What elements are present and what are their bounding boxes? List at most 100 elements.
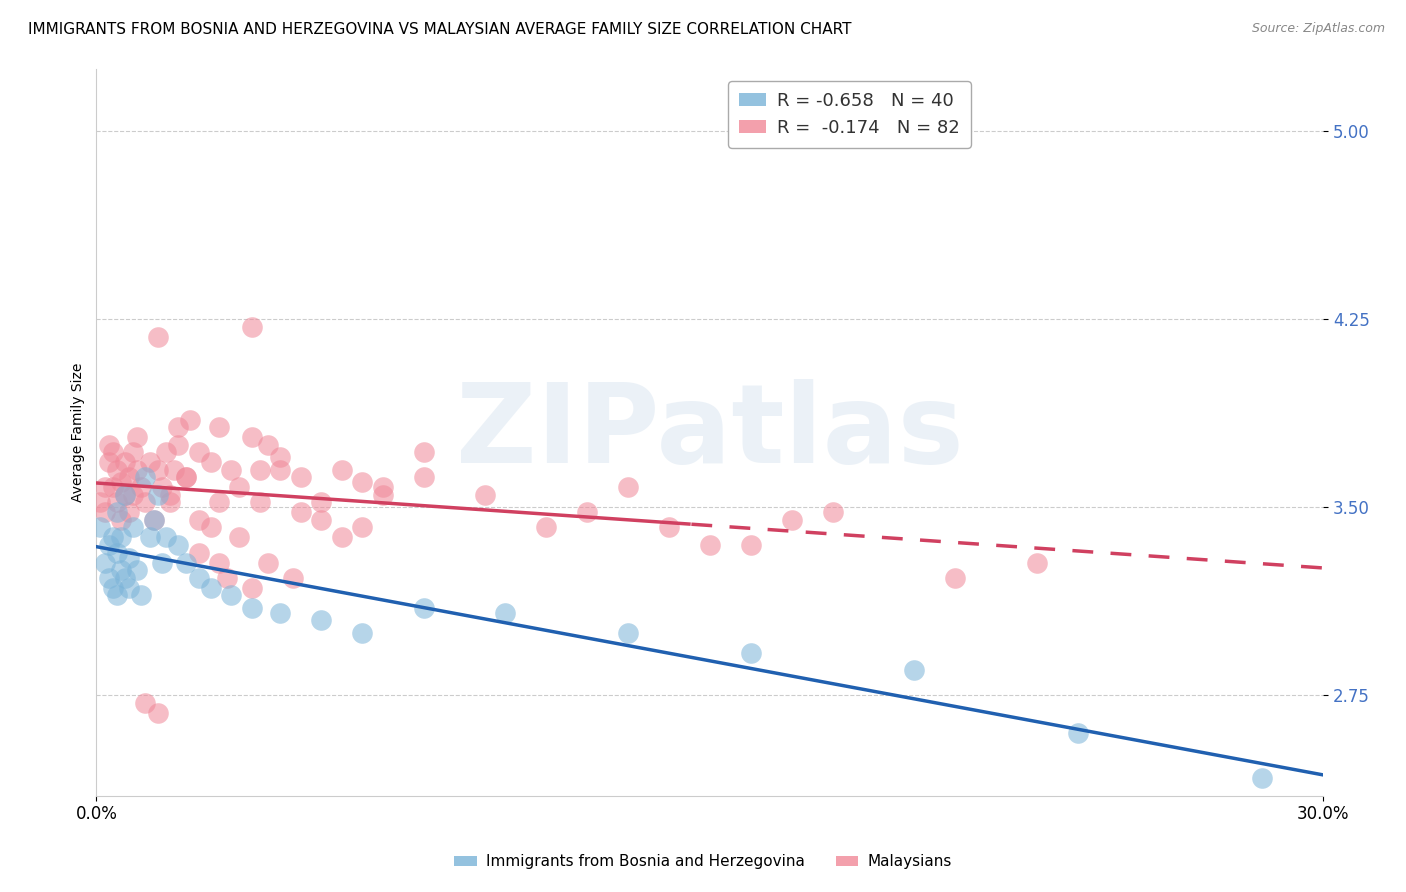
Point: [290, 505, 312, 519]
Point: [93, 556, 115, 570]
Point: [474, 488, 496, 502]
Point: [155, 531, 177, 545]
Point: [200, 455, 222, 469]
Text: ZIPatlas: ZIPatlas: [456, 378, 963, 485]
Point: [943, 571, 966, 585]
Point: [127, 563, 149, 577]
Point: [89, 495, 111, 509]
Point: [699, 538, 721, 552]
Point: [494, 606, 516, 620]
Point: [617, 625, 640, 640]
Point: [131, 588, 153, 602]
Point: [134, 495, 156, 509]
Point: [131, 480, 153, 494]
Point: [217, 571, 239, 585]
Point: [240, 600, 263, 615]
Point: [122, 520, 145, 534]
Point: [93, 505, 115, 519]
Point: [105, 495, 128, 509]
Point: [352, 520, 374, 534]
Point: [290, 470, 312, 484]
Point: [110, 513, 132, 527]
Point: [118, 505, 141, 519]
Point: [114, 455, 136, 469]
Point: [127, 463, 149, 477]
Point: [89, 520, 111, 534]
Legend: R = -0.658   N = 40, R =  -0.174   N = 82: R = -0.658 N = 40, R = -0.174 N = 82: [728, 81, 970, 148]
Point: [101, 581, 124, 595]
Point: [176, 470, 198, 484]
Point: [97, 455, 120, 469]
Point: [903, 664, 925, 678]
Point: [146, 330, 169, 344]
Point: [167, 538, 190, 552]
Point: [105, 588, 128, 602]
Point: [269, 450, 291, 465]
Point: [269, 463, 291, 477]
Point: [208, 556, 231, 570]
Point: [371, 488, 394, 502]
Point: [146, 463, 169, 477]
Point: [110, 531, 132, 545]
Point: [208, 420, 231, 434]
Point: [1251, 771, 1274, 785]
Point: [163, 463, 186, 477]
Legend: Immigrants from Bosnia and Herzegovina, Malaysians: Immigrants from Bosnia and Herzegovina, …: [449, 848, 957, 875]
Point: [101, 531, 124, 545]
Point: [142, 513, 165, 527]
Point: [821, 505, 844, 519]
Point: [101, 445, 124, 459]
Point: [281, 571, 304, 585]
Point: [740, 538, 762, 552]
Point: [617, 480, 640, 494]
Text: Source: ZipAtlas.com: Source: ZipAtlas.com: [1251, 22, 1385, 36]
Point: [269, 606, 291, 620]
Point: [311, 495, 333, 509]
Point: [249, 495, 271, 509]
Point: [412, 445, 434, 459]
Point: [105, 463, 128, 477]
Point: [110, 475, 132, 490]
Point: [114, 571, 136, 585]
Point: [240, 319, 263, 334]
Point: [105, 545, 128, 559]
Point: [780, 513, 803, 527]
Point: [159, 488, 181, 502]
Point: [93, 480, 115, 494]
Point: [257, 556, 280, 570]
Point: [330, 463, 353, 477]
Point: [249, 463, 271, 477]
Point: [118, 550, 141, 565]
Point: [240, 430, 263, 444]
Point: [352, 475, 374, 490]
Point: [536, 520, 558, 534]
Point: [110, 563, 132, 577]
Point: [187, 571, 209, 585]
Point: [138, 455, 160, 469]
Point: [155, 445, 177, 459]
Point: [114, 488, 136, 502]
Point: [97, 438, 120, 452]
Point: [176, 470, 198, 484]
Point: [167, 420, 190, 434]
Point: [658, 520, 681, 534]
Point: [146, 706, 169, 720]
Point: [1026, 556, 1049, 570]
Point: [221, 463, 243, 477]
Point: [228, 531, 250, 545]
Point: [740, 646, 762, 660]
Point: [159, 495, 181, 509]
Point: [221, 588, 243, 602]
Point: [134, 696, 156, 710]
Point: [311, 513, 333, 527]
Point: [311, 613, 333, 627]
Y-axis label: Average Family Size: Average Family Size: [72, 362, 86, 502]
Point: [101, 480, 124, 494]
Point: [150, 480, 173, 494]
Point: [176, 556, 198, 570]
Point: [200, 581, 222, 595]
Point: [412, 470, 434, 484]
Point: [200, 520, 222, 534]
Point: [142, 513, 165, 527]
Text: IMMIGRANTS FROM BOSNIA AND HERZEGOVINA VS MALAYSIAN AVERAGE FAMILY SIZE CORRELAT: IMMIGRANTS FROM BOSNIA AND HERZEGOVINA V…: [28, 22, 852, 37]
